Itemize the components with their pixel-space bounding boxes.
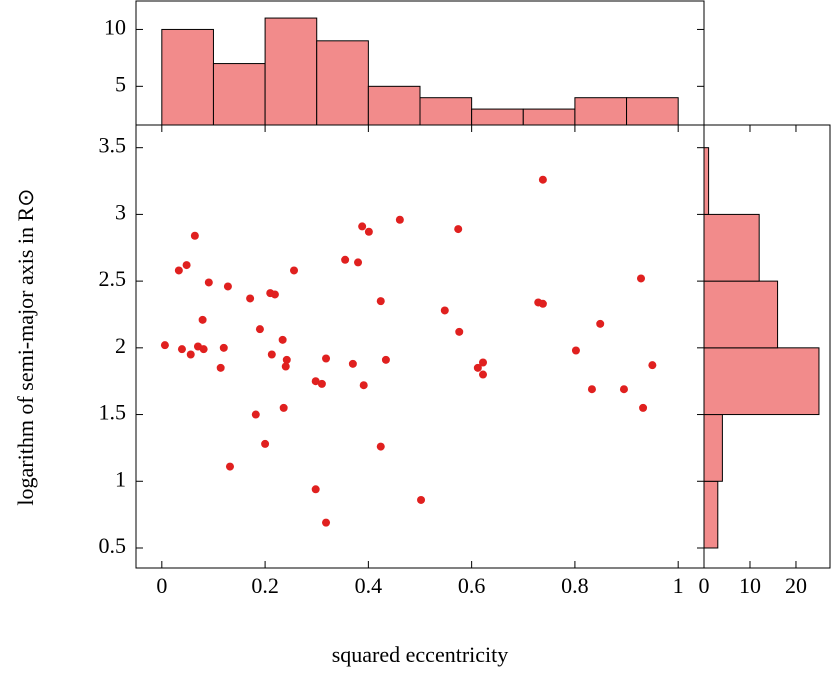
point xyxy=(454,225,463,234)
bar xyxy=(704,414,723,482)
point xyxy=(619,385,628,394)
point xyxy=(648,361,657,370)
point xyxy=(376,297,385,306)
point xyxy=(278,335,287,344)
point xyxy=(177,345,186,354)
x-tick-label: 20 xyxy=(785,573,807,598)
bar xyxy=(574,97,628,125)
y-axis-label: logarithm of semi-major axis in R⊙ xyxy=(13,188,38,505)
point xyxy=(417,495,426,504)
x-tick-label: 0 xyxy=(699,573,710,598)
x-tick-label: 1 xyxy=(673,573,684,598)
bar xyxy=(704,147,710,215)
bar xyxy=(161,28,214,125)
y-tick-label: 2 xyxy=(115,333,126,358)
point xyxy=(381,355,390,364)
point xyxy=(587,385,596,394)
y-tick-label: 2.5 xyxy=(99,266,127,291)
bar xyxy=(367,85,421,125)
bar xyxy=(704,347,820,416)
x-tick-label: 10 xyxy=(739,573,761,598)
point xyxy=(261,439,270,448)
point xyxy=(317,379,326,388)
point xyxy=(341,255,350,264)
x-tick-label: 0.4 xyxy=(355,573,383,598)
point xyxy=(376,442,385,451)
point xyxy=(538,299,547,308)
bar xyxy=(704,213,760,282)
point xyxy=(282,355,291,364)
point xyxy=(322,518,331,527)
point xyxy=(246,294,255,303)
plot-frame xyxy=(703,124,831,569)
y-tick-label: 1.5 xyxy=(99,400,127,425)
bar xyxy=(264,17,318,125)
x-tick-label: 0.2 xyxy=(251,573,279,598)
point xyxy=(204,278,213,287)
bar xyxy=(316,40,369,125)
point xyxy=(267,350,276,359)
point xyxy=(348,359,357,368)
point xyxy=(174,266,183,275)
x-tick-label: 0.8 xyxy=(561,573,589,598)
point xyxy=(478,358,487,367)
y-tick-label: 3 xyxy=(115,199,126,224)
x-axis-label: squared eccentricity xyxy=(332,642,509,667)
point xyxy=(473,363,482,372)
point xyxy=(359,381,368,390)
point xyxy=(251,410,260,419)
point xyxy=(364,227,373,236)
x-tick-label: 0.6 xyxy=(458,573,486,598)
x-tick-label: 0 xyxy=(156,573,167,598)
point xyxy=(186,350,195,359)
point xyxy=(190,231,199,240)
point xyxy=(478,370,487,379)
y-tick-label: 5 xyxy=(115,71,126,96)
point xyxy=(219,343,228,352)
point xyxy=(455,327,464,336)
point xyxy=(311,485,320,494)
bar xyxy=(471,108,524,125)
point xyxy=(225,462,234,471)
point xyxy=(198,315,207,324)
point xyxy=(311,377,320,386)
point xyxy=(354,258,363,267)
point xyxy=(279,403,288,412)
bar xyxy=(212,63,266,125)
point xyxy=(596,319,605,328)
bar xyxy=(704,480,719,549)
point xyxy=(160,341,169,350)
point xyxy=(281,362,290,371)
bar xyxy=(704,280,779,349)
point xyxy=(637,274,646,283)
y-tick-label: 3.5 xyxy=(99,133,127,158)
point xyxy=(182,261,191,270)
bar xyxy=(522,108,576,125)
y-tick-label: 0.5 xyxy=(99,533,127,558)
point xyxy=(358,222,367,231)
point xyxy=(538,175,547,184)
point xyxy=(223,282,232,291)
bar xyxy=(419,97,473,125)
point xyxy=(199,345,208,354)
y-tick-label: 10 xyxy=(104,14,126,39)
y-tick-label: 1 xyxy=(115,466,126,491)
point xyxy=(216,363,225,372)
point xyxy=(639,403,648,412)
point xyxy=(395,215,404,224)
point xyxy=(322,354,331,363)
point xyxy=(290,266,299,275)
point xyxy=(440,306,449,315)
point xyxy=(270,290,279,299)
point xyxy=(255,325,264,334)
point xyxy=(571,346,580,355)
bar xyxy=(626,97,679,125)
